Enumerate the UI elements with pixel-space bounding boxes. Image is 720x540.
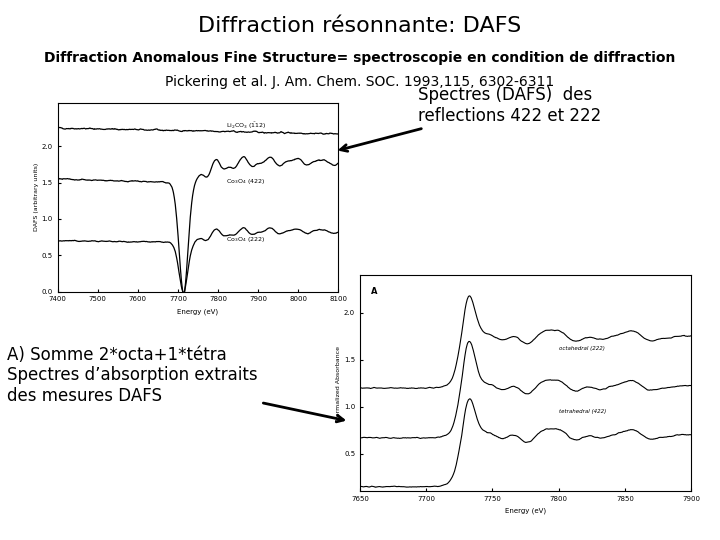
- Text: Co$_3$O$_4$ (422): Co$_3$O$_4$ (422): [226, 177, 266, 186]
- Text: Pickering et al. J. Am. Chem. SOC. 1993,115, 6302-6311: Pickering et al. J. Am. Chem. SOC. 1993,…: [166, 75, 554, 89]
- Text: tetrahedral (422): tetrahedral (422): [559, 409, 606, 414]
- Text: Spectres (DAFS)  des
reflections 422 et 222: Spectres (DAFS) des reflections 422 et 2…: [341, 86, 601, 151]
- Text: A: A: [371, 287, 377, 296]
- Text: Diffraction résonnante: DAFS: Diffraction résonnante: DAFS: [199, 16, 521, 36]
- Text: octahedral (222): octahedral (222): [559, 346, 605, 351]
- Text: A) Somme 2*octa+1*tétra
Spectres d’absorption extraits
des mesures DAFS: A) Somme 2*octa+1*tétra Spectres d’absor…: [7, 346, 343, 422]
- Text: Diffraction Anomalous Fine Structure= spectroscopie en condition de diffraction: Diffraction Anomalous Fine Structure= sp…: [45, 51, 675, 65]
- Y-axis label: Normalized Absorbance: Normalized Absorbance: [336, 346, 341, 421]
- X-axis label: Energy (eV): Energy (eV): [505, 508, 546, 514]
- Y-axis label: DAFS (arbitrary units): DAFS (arbitrary units): [34, 163, 39, 231]
- Text: Li$_2$CO$_3$ ($\bar{1}$12): Li$_2$CO$_3$ ($\bar{1}$12): [226, 121, 266, 131]
- Text: Co$_3$O$_4$ (222): Co$_3$O$_4$ (222): [226, 235, 266, 244]
- X-axis label: Energy (eV): Energy (eV): [177, 308, 219, 314]
